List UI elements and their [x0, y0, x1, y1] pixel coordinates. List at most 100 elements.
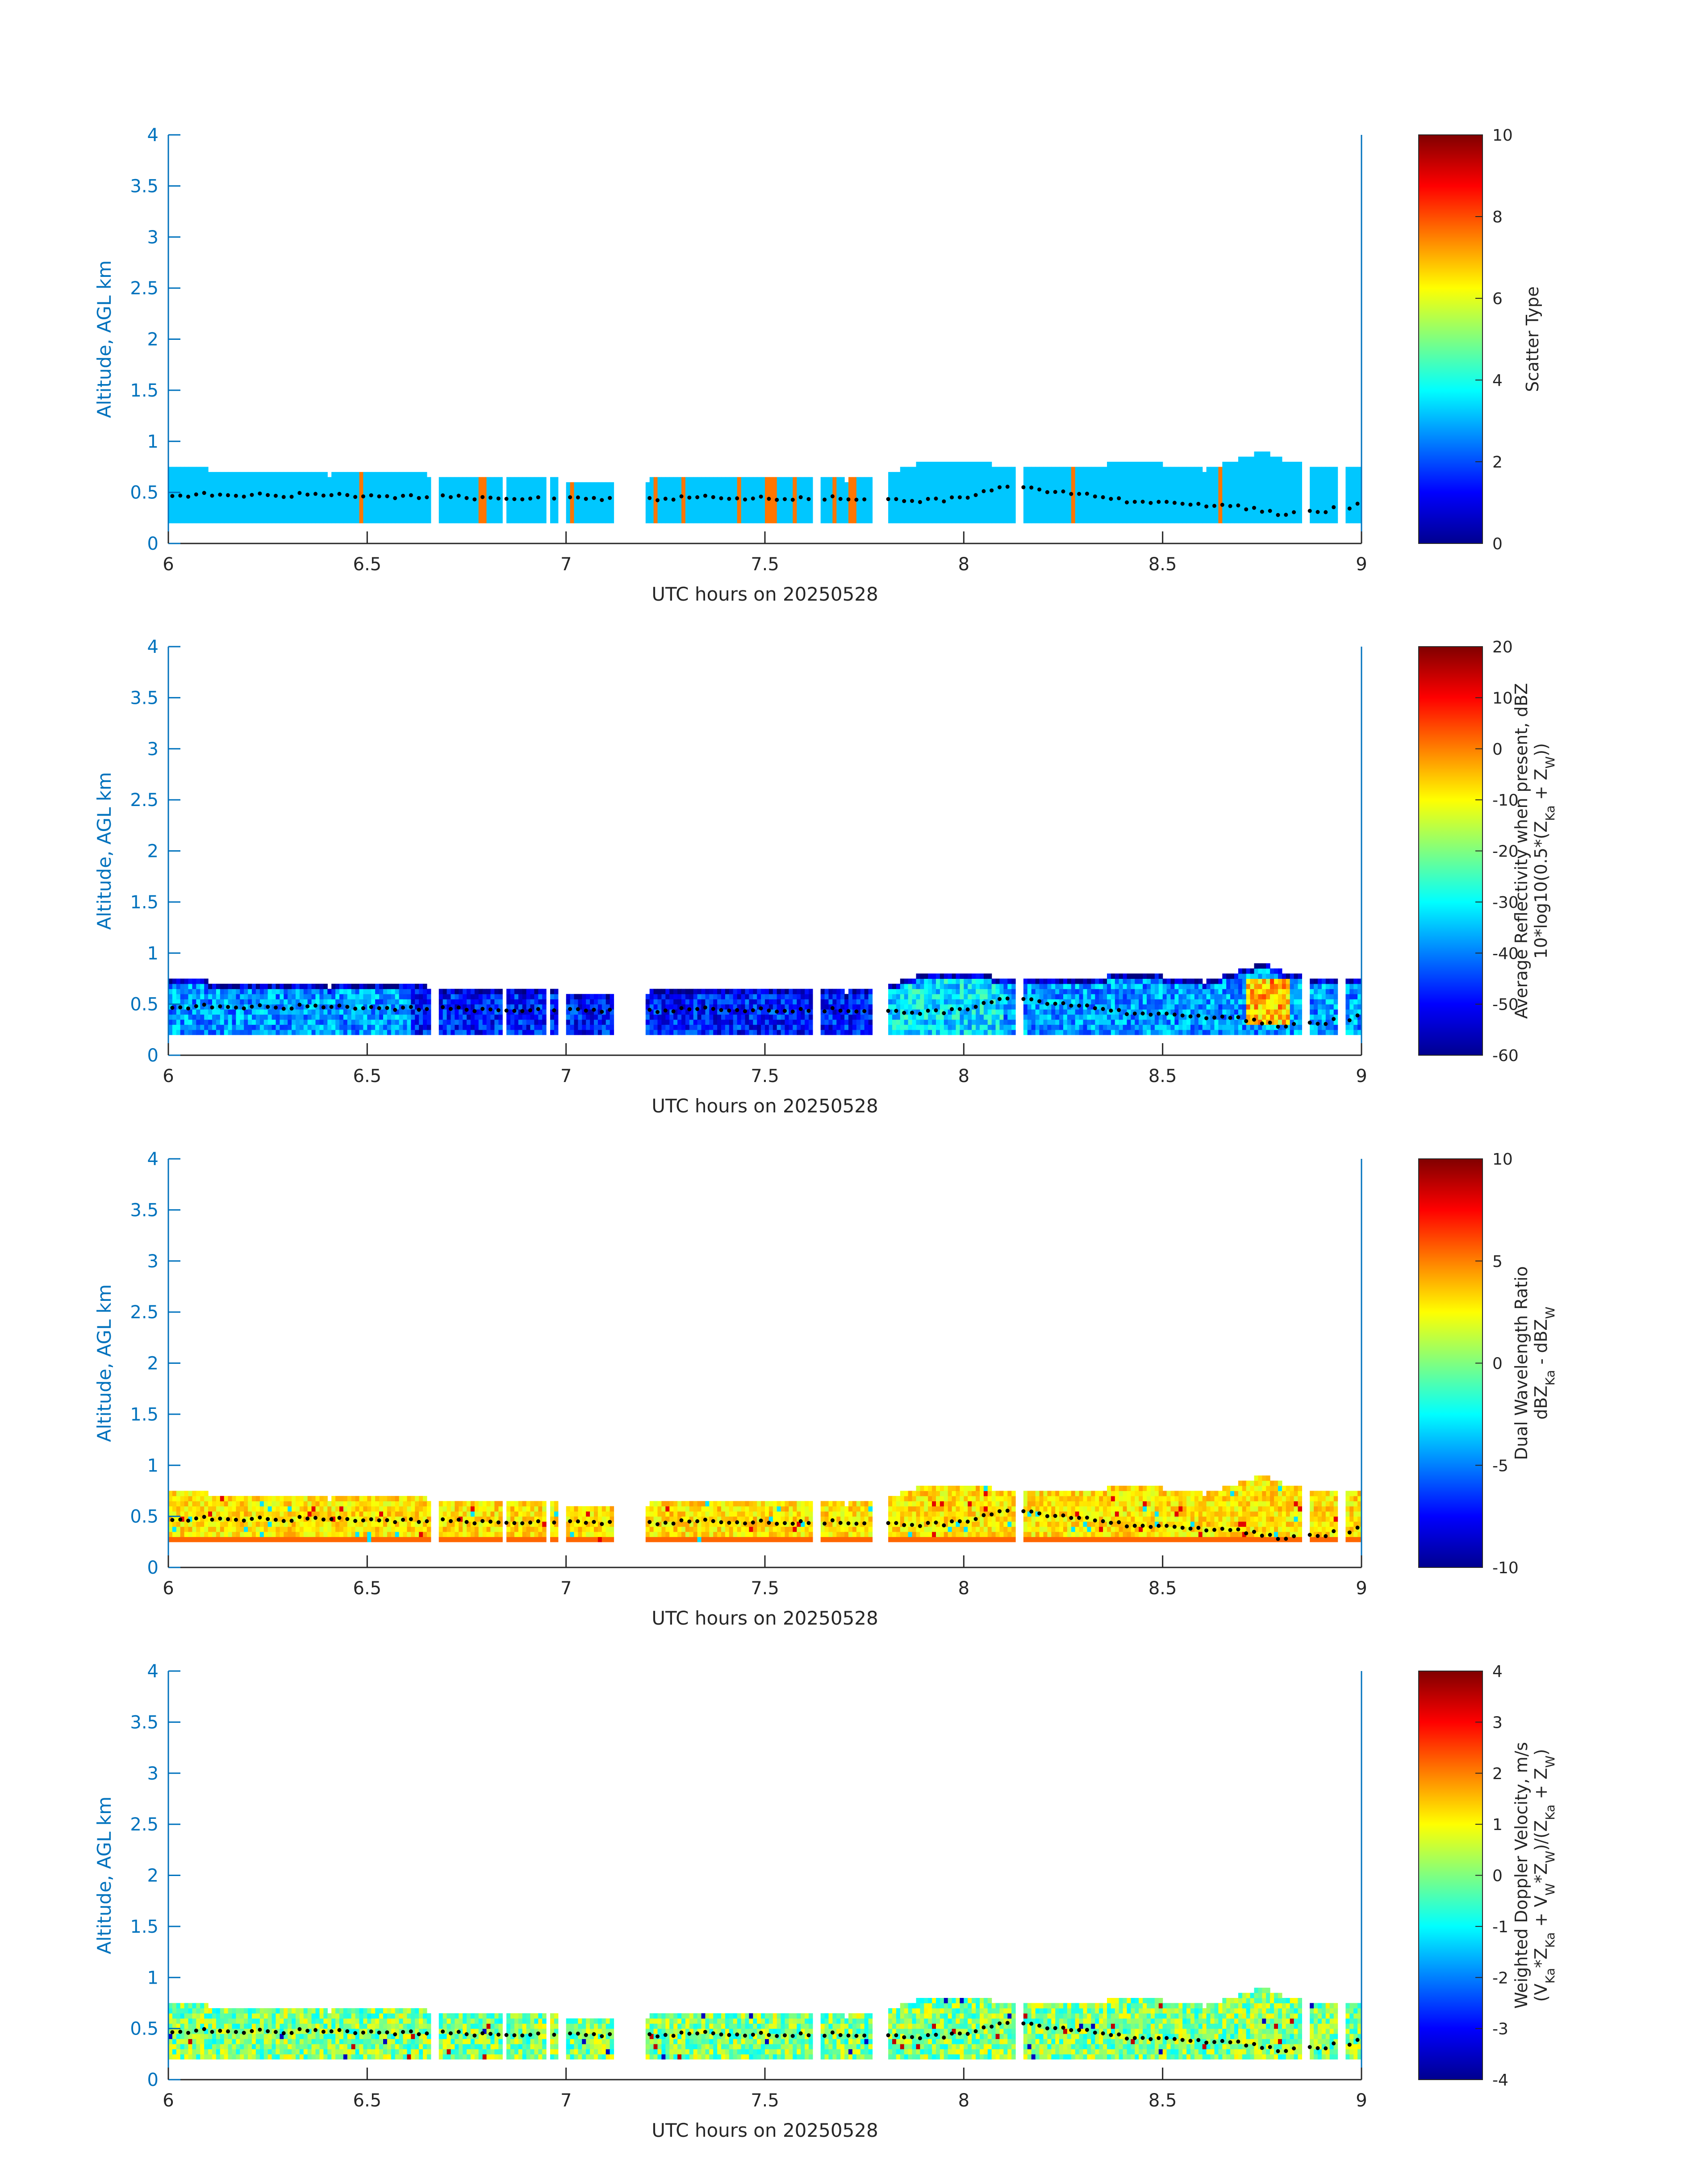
heatmap-cell: [1003, 1024, 1008, 1030]
heatmap-cell: [474, 994, 479, 999]
heatmap-cell: [757, 999, 761, 1005]
heatmap-cell: [1294, 513, 1299, 518]
heatmap-cell: [1286, 492, 1290, 498]
heatmap-cell: [518, 994, 523, 999]
heatmap-cell: [610, 507, 614, 513]
heatmap-cell: [964, 978, 968, 984]
heatmap-cell: [347, 487, 352, 493]
heatmap-cell: [693, 487, 698, 493]
heatmap-cell: [542, 1024, 547, 1030]
heatmap-cell: [1329, 497, 1334, 503]
heatmap-cell: [737, 1014, 742, 1020]
heatmap-cell: [1103, 518, 1107, 523]
heatmap-cell: [757, 497, 761, 503]
heatmap-cell: [717, 502, 722, 508]
heatmap-cell: [864, 994, 869, 999]
heatmap-cell: [459, 487, 463, 493]
heatmap-cell: [470, 487, 475, 493]
heatmap-cell: [673, 477, 678, 483]
heatmap-cell: [805, 518, 809, 523]
heatmap-cell: [820, 1004, 825, 1010]
heatmap-cell: [1111, 502, 1115, 508]
heatmap-cell: [586, 497, 590, 503]
heatmap-cell: [1357, 467, 1362, 472]
heatmap-cell: [518, 518, 523, 523]
heatmap-cell: [1063, 1029, 1068, 1035]
heatmap-cell: [566, 513, 571, 518]
heatmap-cell: [1353, 492, 1358, 498]
heatmap-cell: [1246, 507, 1251, 513]
heatmap-cell: [570, 1019, 575, 1025]
heatmap-cell: [176, 513, 181, 518]
heatmap-cell: [1143, 462, 1147, 467]
heatmap-cell: [311, 497, 316, 503]
heatmap-cell: [240, 507, 244, 513]
heatmap-cell: [204, 1004, 209, 1010]
heatmap-cell: [1059, 497, 1064, 503]
heatmap-cell: [757, 1024, 761, 1030]
heatmap-cell: [832, 1029, 837, 1035]
heatmap-cell: [1270, 507, 1274, 513]
heatmap-cell: [793, 487, 797, 493]
heatmap-cell: [204, 467, 209, 472]
colorbar-label: Scatter Type: [1523, 286, 1542, 392]
heatmap-cell: [725, 513, 730, 518]
heatmap-cell: [407, 507, 411, 513]
heatmap-cell: [296, 477, 300, 483]
heatmap-cell: [932, 978, 936, 984]
heatmap-cell: [415, 518, 419, 523]
heatmap-cell: [1055, 978, 1060, 984]
heatmap-cell: [610, 513, 614, 518]
heatmap-cell: [1254, 482, 1258, 488]
heatmap-cell: [645, 513, 650, 518]
marker-dot: [353, 495, 358, 499]
heatmap-cell: [657, 518, 662, 523]
heatmap-cell: [844, 518, 849, 523]
heatmap-cell: [411, 487, 415, 493]
heatmap-cell: [347, 492, 352, 498]
heatmap-cell: [976, 1024, 980, 1030]
marker-dot: [1165, 500, 1169, 504]
heatmap-cell: [940, 1014, 944, 1020]
heatmap-cell: [789, 994, 793, 999]
heatmap-cell: [789, 1019, 793, 1025]
heatmap-cell: [315, 983, 320, 989]
heatmap-cell: [514, 1009, 519, 1015]
heatmap-cell: [590, 513, 594, 518]
heatmap-cell: [645, 482, 650, 488]
heatmap-cell: [797, 1019, 801, 1025]
heatmap-cell: [554, 513, 559, 518]
heatmap-cell: [940, 1029, 944, 1035]
heatmap-cell: [526, 994, 531, 999]
marker-dot: [1332, 505, 1336, 510]
heatmap-cell: [741, 1029, 746, 1035]
heatmap-cell: [944, 477, 948, 483]
heatmap-cell: [888, 477, 893, 483]
heatmap-cell: [1266, 513, 1270, 518]
heatmap-cell: [701, 477, 706, 483]
heatmap-cell: [323, 477, 328, 483]
heatmap-cell: [1051, 497, 1056, 503]
heatmap-cell: [610, 1004, 614, 1010]
heatmap-cell: [836, 497, 841, 503]
heatmap-cell: [319, 1029, 324, 1035]
heatmap-cell: [713, 518, 718, 523]
heatmap-cell: [1127, 513, 1131, 518]
heatmap-cell: [426, 994, 431, 999]
heatmap-cell: [586, 507, 590, 513]
heatmap-cell: [757, 492, 761, 498]
heatmap-cell: [888, 1009, 893, 1015]
marker-dot: [783, 497, 787, 501]
heatmap-cell: [590, 1024, 594, 1030]
heatmap-cell: [597, 1019, 602, 1025]
heatmap-cell: [1147, 502, 1151, 508]
heatmap-cell: [1258, 456, 1262, 462]
heatmap-cell: [960, 1009, 964, 1015]
heatmap-cell: [864, 477, 869, 483]
heatmap-cell: [1027, 467, 1032, 472]
heatmap-cell: [991, 1009, 996, 1015]
heatmap-cell: [220, 1029, 225, 1035]
heatmap-cell: [1067, 467, 1072, 472]
heatmap-cell: [438, 513, 443, 518]
heatmap-cell: [601, 518, 606, 523]
